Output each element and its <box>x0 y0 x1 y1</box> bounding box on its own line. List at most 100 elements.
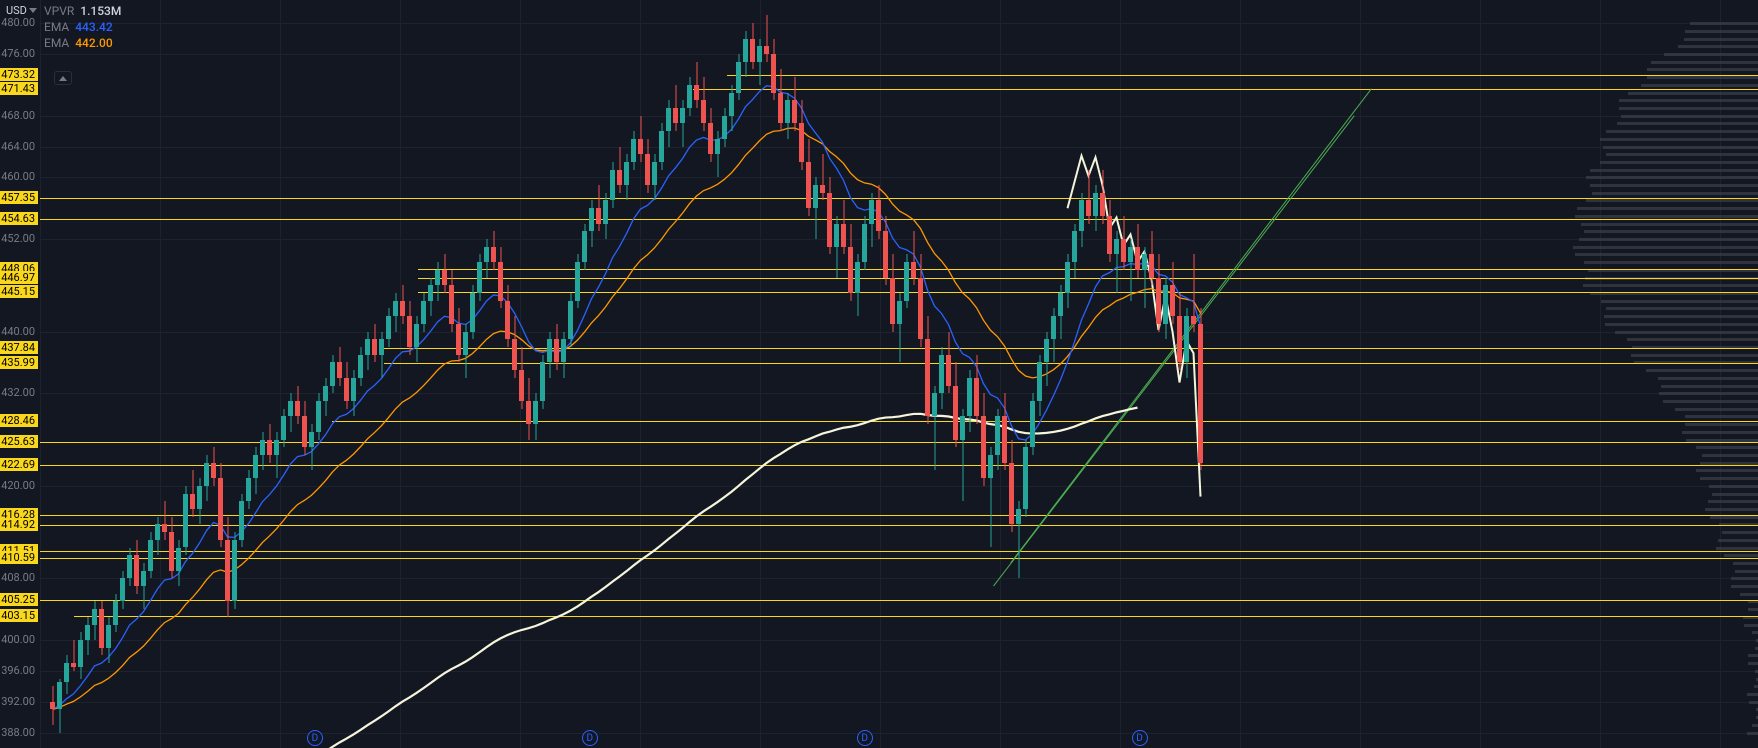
candle[interactable] <box>561 0 566 748</box>
candle[interactable] <box>1114 0 1119 748</box>
candle[interactable] <box>1177 0 1182 748</box>
ema-slow-row[interactable]: EMA 442.00 <box>44 36 121 50</box>
candle[interactable] <box>113 0 118 748</box>
candle[interactable] <box>344 0 349 748</box>
candle[interactable] <box>323 0 328 748</box>
candle[interactable] <box>435 0 440 748</box>
candle[interactable] <box>1079 0 1084 748</box>
candle[interactable] <box>596 0 601 748</box>
price-axis[interactable]: 480.00476.00468.00464.00460.00452.00440.… <box>0 0 40 748</box>
ema-fast-row[interactable]: EMA 443.42 <box>44 20 121 34</box>
candle[interactable] <box>904 0 909 748</box>
candle[interactable] <box>1093 0 1098 748</box>
candle[interactable] <box>78 0 83 748</box>
candle[interactable] <box>953 0 958 748</box>
candle[interactable] <box>694 0 699 748</box>
candle[interactable] <box>372 0 377 748</box>
candle[interactable] <box>932 0 937 748</box>
candle[interactable] <box>1100 0 1105 748</box>
candle[interactable] <box>981 0 986 748</box>
candle[interactable] <box>1135 0 1140 748</box>
candle[interactable] <box>897 0 902 748</box>
candle[interactable] <box>449 0 454 748</box>
candle[interactable] <box>1156 0 1161 748</box>
candle[interactable] <box>1163 0 1168 748</box>
candle[interactable] <box>876 0 881 748</box>
candle[interactable] <box>337 0 342 748</box>
candle[interactable] <box>547 0 552 748</box>
candle[interactable] <box>673 0 678 748</box>
candle[interactable] <box>302 0 307 748</box>
candle[interactable] <box>50 0 55 748</box>
candle[interactable] <box>722 0 727 748</box>
candle[interactable] <box>946 0 951 748</box>
candle[interactable] <box>1149 0 1154 748</box>
candle[interactable] <box>190 0 195 748</box>
candle[interactable] <box>225 0 230 748</box>
candle[interactable] <box>911 0 916 748</box>
candle[interactable] <box>974 0 979 748</box>
candle[interactable] <box>442 0 447 748</box>
candle[interactable] <box>106 0 111 748</box>
dividend-marker-icon[interactable]: D <box>582 730 598 746</box>
support-line[interactable] <box>727 75 1758 76</box>
candle[interactable] <box>1086 0 1091 748</box>
candle[interactable] <box>603 0 608 748</box>
collapse-indicators-button[interactable] <box>54 71 72 85</box>
candle[interactable] <box>484 0 489 748</box>
candle[interactable] <box>827 0 832 748</box>
currency-selector[interactable]: USD <box>2 2 41 19</box>
candle[interactable] <box>505 0 510 748</box>
candle[interactable] <box>799 0 804 748</box>
candle[interactable] <box>1065 0 1070 748</box>
candle[interactable] <box>1107 0 1112 748</box>
candle[interactable] <box>428 0 433 748</box>
candle[interactable] <box>148 0 153 748</box>
candle[interactable] <box>260 0 265 748</box>
candle[interactable] <box>960 0 965 748</box>
candle[interactable] <box>582 0 587 748</box>
candle[interactable] <box>253 0 258 748</box>
candle[interactable] <box>211 0 216 748</box>
candle[interactable] <box>351 0 356 748</box>
candle[interactable] <box>638 0 643 748</box>
candle[interactable] <box>778 0 783 748</box>
candle[interactable] <box>267 0 272 748</box>
candle[interactable] <box>736 0 741 748</box>
candle[interactable] <box>1072 0 1077 748</box>
candle[interactable] <box>197 0 202 748</box>
candle[interactable] <box>295 0 300 748</box>
candle[interactable] <box>1191 0 1196 748</box>
candle[interactable] <box>792 0 797 748</box>
candle[interactable] <box>71 0 76 748</box>
candle[interactable] <box>330 0 335 748</box>
candle[interactable] <box>715 0 720 748</box>
candle[interactable] <box>400 0 405 748</box>
candle[interactable] <box>99 0 104 748</box>
candle[interactable] <box>463 0 468 748</box>
candle[interactable] <box>470 0 475 748</box>
candle[interactable] <box>995 0 1000 748</box>
candle[interactable] <box>883 0 888 748</box>
candle[interactable] <box>141 0 146 748</box>
candle[interactable] <box>708 0 713 748</box>
candle[interactable] <box>316 0 321 748</box>
candle[interactable] <box>848 0 853 748</box>
candle[interactable] <box>540 0 545 748</box>
candle[interactable] <box>92 0 97 748</box>
candle[interactable] <box>806 0 811 748</box>
candle[interactable] <box>862 0 867 748</box>
candle[interactable] <box>421 0 426 748</box>
candle[interactable] <box>1121 0 1126 748</box>
candle[interactable] <box>491 0 496 748</box>
candle[interactable] <box>1198 0 1203 748</box>
candle[interactable] <box>477 0 482 748</box>
candle[interactable] <box>85 0 90 748</box>
candle[interactable] <box>127 0 132 748</box>
candle[interactable] <box>659 0 664 748</box>
candle[interactable] <box>533 0 538 748</box>
candle[interactable] <box>785 0 790 748</box>
candle[interactable] <box>771 0 776 748</box>
candle[interactable] <box>666 0 671 748</box>
candle[interactable] <box>631 0 636 748</box>
